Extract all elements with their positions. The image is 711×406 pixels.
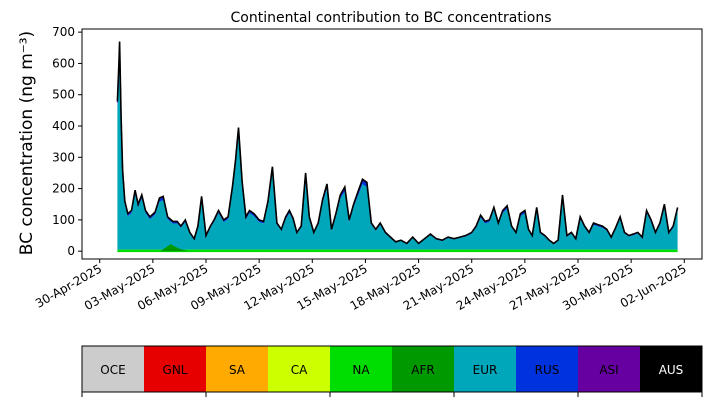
colorbar-cell [268,346,331,392]
y-tick-label: 100 [52,213,75,227]
chart-title: Continental contribution to BC concentra… [230,10,551,26]
y-tick-label: 700 [52,25,75,39]
total-line [116,41,679,245]
colorbar-label: NA [352,363,370,377]
y-tick-label: 600 [52,56,75,70]
series-afr-area [160,244,189,252]
colorbar-label: EUR [473,363,498,377]
series-na-area [117,249,678,253]
colorbar-cell [578,346,641,392]
colorbar: OCE GNL SA CA NA AFR EUR RUS ASI AUS [81,345,703,397]
colorbar-cell [206,346,269,392]
colorbar-label: CA [291,363,308,377]
colorbar-frame [81,345,703,393]
plot-area: 010020030040050060070030-Apr-202503-May-… [33,25,703,313]
colorbar-cell [392,346,455,392]
colorbar-label: OCE [100,363,125,377]
colorbar-cell [330,346,393,392]
colorbar-cell [640,346,703,392]
colorbar-label: ASI [599,363,618,377]
colorbar-cell [516,346,579,392]
colorbar-label: RUS [535,363,560,377]
colorbar-cell [144,346,207,392]
y-axis-label: BC concentration (ng m⁻³) [17,31,37,255]
colorbar-cell [454,346,517,392]
colorbar-label: AFR [411,363,434,377]
y-tick-label: 500 [52,88,75,102]
colorbar-label: SA [229,363,246,377]
colorbar-cell [82,346,145,392]
y-tick-label: 400 [52,119,75,133]
y-tick-label: 200 [52,182,75,196]
colorbar-label: GNL [163,363,188,377]
y-tick-label: 0 [67,244,75,258]
plot-frame [81,28,703,260]
series-eur-area [117,56,678,250]
y-tick-label: 300 [52,150,75,164]
colorbar-label: AUS [659,363,684,377]
